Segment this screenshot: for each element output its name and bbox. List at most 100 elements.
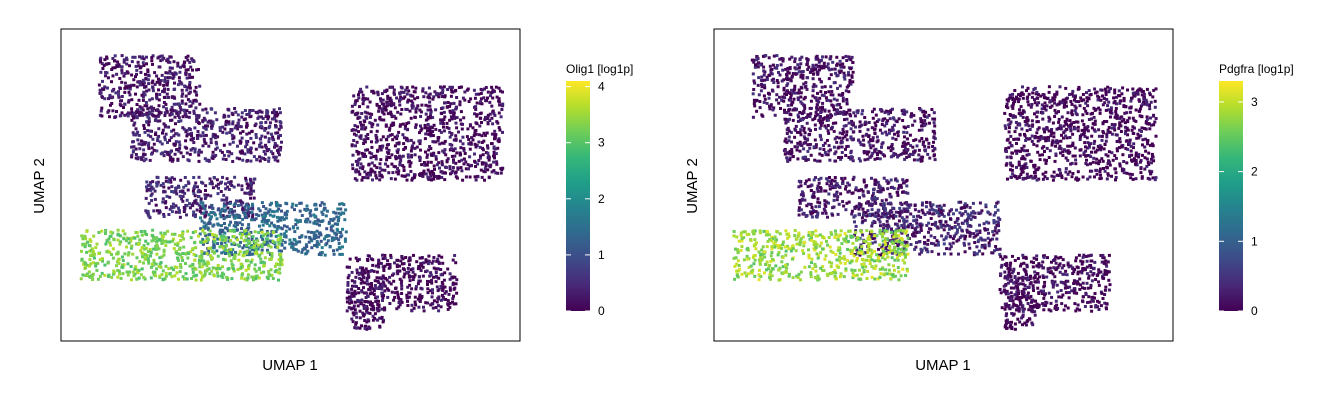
data-point <box>361 273 365 277</box>
data-point <box>452 101 456 105</box>
data-point <box>837 156 841 159</box>
data-point <box>370 112 374 116</box>
data-point <box>921 143 925 147</box>
data-point <box>245 231 249 235</box>
data-point <box>448 305 452 309</box>
data-point <box>894 152 898 156</box>
data-point <box>199 201 203 205</box>
data-point <box>818 77 822 81</box>
data-point <box>417 139 421 143</box>
data-point <box>351 163 354 167</box>
data-point <box>298 240 302 244</box>
data-point <box>815 106 819 110</box>
data-point <box>148 158 152 162</box>
data-point <box>485 131 489 135</box>
data-point <box>380 102 384 106</box>
data-point <box>836 112 840 115</box>
data-point <box>393 144 397 148</box>
data-point <box>416 282 420 286</box>
data-point <box>181 126 185 130</box>
data-point <box>767 96 771 100</box>
data-point <box>794 67 798 71</box>
data-point <box>378 324 382 328</box>
data-point <box>341 245 344 249</box>
data-point <box>886 119 890 123</box>
legend-title: Olig1 [log1p] <box>566 62 633 76</box>
data-point <box>162 83 166 87</box>
data-point <box>144 72 147 76</box>
data-point <box>324 214 328 218</box>
data-point <box>142 159 146 163</box>
data-point <box>752 98 756 102</box>
data-point <box>263 256 267 260</box>
data-point <box>1083 126 1087 130</box>
data-point <box>497 86 501 90</box>
data-point <box>801 76 805 80</box>
data-point <box>787 71 791 75</box>
data-point <box>470 136 474 140</box>
data-point <box>396 258 400 262</box>
data-point <box>255 213 259 217</box>
data-point <box>304 208 308 212</box>
data-point <box>382 112 386 116</box>
data-point <box>871 144 875 148</box>
data-point <box>208 229 212 233</box>
data-point <box>414 287 418 291</box>
data-point <box>371 318 375 322</box>
data-point <box>767 56 771 60</box>
data-point <box>897 153 901 157</box>
data-point <box>839 106 843 110</box>
data-point <box>890 129 893 133</box>
data-point <box>377 305 381 309</box>
data-point <box>466 87 470 91</box>
data-point <box>337 242 341 245</box>
data-point <box>109 243 112 247</box>
data-point <box>236 216 240 219</box>
data-point <box>205 111 209 115</box>
data-point <box>292 247 296 251</box>
data-point <box>1125 111 1129 115</box>
data-point <box>343 239 347 243</box>
data-point <box>192 210 196 214</box>
data-point <box>487 175 491 179</box>
data-point <box>264 214 268 218</box>
data-point <box>100 271 104 275</box>
data-point <box>444 298 448 301</box>
data-point <box>391 171 395 175</box>
data-point <box>337 211 341 215</box>
data-point <box>1050 128 1054 131</box>
data-point <box>221 125 225 129</box>
data-point <box>155 243 159 247</box>
data-point <box>146 242 150 246</box>
data-point <box>808 132 812 136</box>
data-point <box>147 117 151 120</box>
data-point <box>429 174 433 178</box>
data-point <box>328 245 332 249</box>
data-point <box>371 314 375 318</box>
data-point <box>487 156 491 160</box>
data-point <box>300 250 304 254</box>
data-point <box>164 179 168 183</box>
data-point <box>254 217 258 221</box>
data-point <box>428 145 432 148</box>
data-point <box>429 273 433 277</box>
data-point <box>359 278 363 282</box>
data-point <box>367 319 371 323</box>
data-point <box>1054 144 1057 148</box>
data-point <box>797 88 801 92</box>
data-point <box>452 138 456 142</box>
data-point <box>1019 173 1023 176</box>
data-point <box>847 57 851 61</box>
data-point <box>120 80 124 84</box>
data-point <box>222 272 226 276</box>
data-point <box>841 128 845 131</box>
data-point <box>396 272 400 276</box>
data-point <box>791 118 795 122</box>
data-point <box>144 77 148 81</box>
data-point <box>186 229 190 233</box>
data-point <box>142 148 146 152</box>
data-point <box>162 90 166 94</box>
data-point <box>374 133 378 137</box>
data-point <box>793 84 797 88</box>
data-point <box>120 265 124 269</box>
